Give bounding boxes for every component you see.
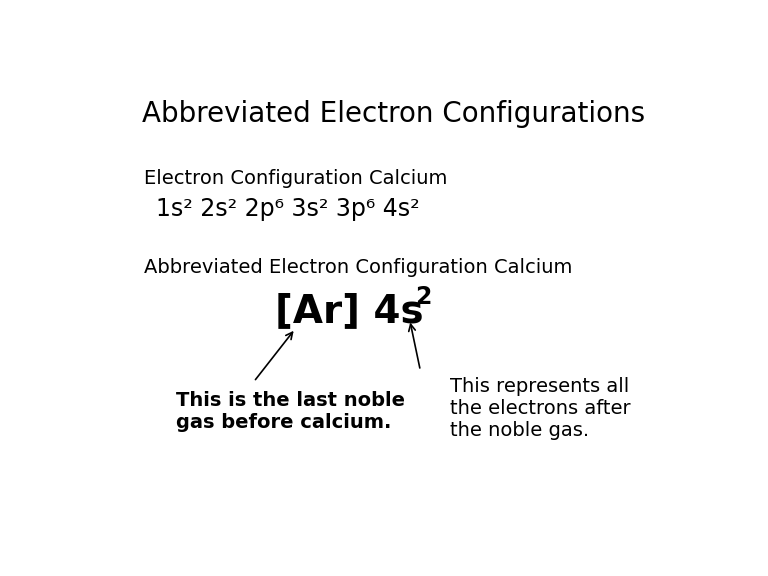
Text: This is the last noble
gas before calcium.: This is the last noble gas before calciu…	[177, 391, 406, 431]
Text: 2: 2	[415, 285, 432, 309]
Text: Abbreviated Electron Configuration Calcium: Abbreviated Electron Configuration Calci…	[144, 257, 572, 276]
Text: Abbreviated Electron Configurations: Abbreviated Electron Configurations	[142, 100, 645, 128]
Text: [Ar] 4s: [Ar] 4s	[275, 292, 423, 330]
Text: Electron Configuration Calcium: Electron Configuration Calcium	[144, 169, 447, 188]
Text: This represents all
the electrons after
the noble gas.: This represents all the electrons after …	[450, 377, 631, 441]
Text: 1s² 2s² 2p⁶ 3s² 3p⁶ 4s²: 1s² 2s² 2p⁶ 3s² 3p⁶ 4s²	[155, 197, 419, 221]
